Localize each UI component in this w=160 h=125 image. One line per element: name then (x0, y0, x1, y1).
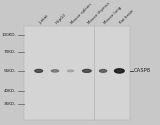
Text: Mouse thymus: Mouse thymus (87, 1, 111, 25)
Ellipse shape (99, 69, 107, 73)
Ellipse shape (68, 70, 73, 71)
Ellipse shape (53, 70, 57, 72)
Bar (24, 26, 130, 120)
Text: HepG2: HepG2 (55, 12, 68, 25)
Text: CASP8: CASP8 (134, 68, 151, 73)
Ellipse shape (67, 70, 74, 72)
Ellipse shape (51, 69, 59, 73)
Text: 70KD-: 70KD- (4, 50, 16, 54)
Ellipse shape (116, 70, 122, 72)
Text: Mouse spleen: Mouse spleen (71, 2, 93, 25)
Text: 40KD-: 40KD- (4, 89, 16, 93)
Ellipse shape (82, 69, 92, 73)
Text: 35KD-: 35KD- (4, 102, 16, 106)
Text: Jurkat: Jurkat (39, 14, 50, 25)
Text: 100KD-: 100KD- (2, 33, 16, 37)
Text: Rat brain: Rat brain (119, 9, 135, 25)
Text: 55KD-: 55KD- (4, 69, 16, 73)
Text: Mouse lung: Mouse lung (103, 5, 122, 25)
Ellipse shape (101, 70, 105, 72)
Ellipse shape (84, 70, 90, 72)
Ellipse shape (34, 69, 43, 73)
Ellipse shape (36, 70, 41, 72)
Ellipse shape (114, 68, 125, 74)
